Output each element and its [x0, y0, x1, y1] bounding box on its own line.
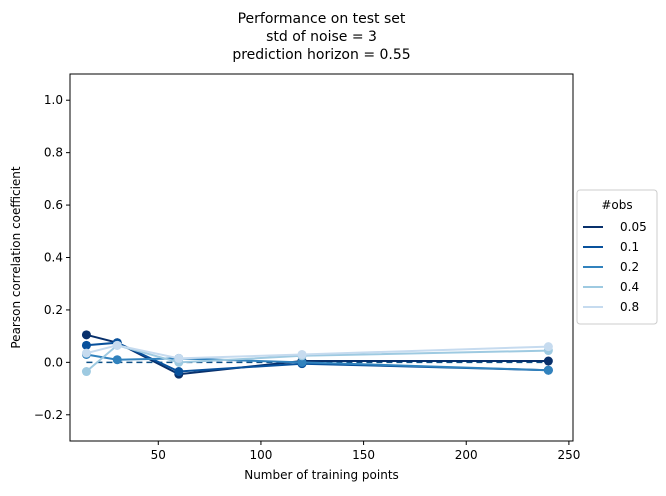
legend-label: 0.8: [620, 300, 639, 314]
data-point: [112, 340, 122, 350]
y-tick-label: 0.0: [44, 355, 63, 369]
series-group: [81, 330, 553, 379]
x-axis-ticks: 50 100 150 200 250: [151, 441, 580, 462]
y-tick-label: −0.2: [34, 408, 63, 422]
title-line: std of noise = 3: [266, 29, 377, 45]
legend-label: 0.05: [620, 220, 647, 234]
x-axis-label: Number of training points: [244, 468, 399, 482]
data-point: [81, 367, 91, 377]
y-tick-label: 0.6: [44, 198, 63, 212]
data-point: [81, 340, 91, 350]
x-tick-label: 150: [352, 448, 375, 462]
data-point: [297, 357, 307, 367]
data-point: [174, 367, 184, 377]
x-tick-label: 200: [455, 448, 478, 462]
plot-area: [70, 74, 573, 441]
legend-label: 0.2: [620, 260, 639, 274]
data-point: [112, 355, 122, 365]
data-point: [297, 349, 307, 359]
y-tick-label: 0.8: [44, 146, 63, 160]
title-line: Performance on test set: [238, 11, 406, 27]
data-point: [543, 356, 553, 366]
legend-box: [576, 189, 658, 325]
y-tick-label: 0.4: [44, 251, 63, 265]
y-axis-label: Pearson correlation coefficient: [9, 166, 23, 349]
y-tick-label: 0.2: [44, 303, 63, 317]
chart-title: Performance on test set std of noise = 3 p…: [232, 11, 410, 63]
legend: #obs 0.05 0.1 0.2 0.4 0.8: [576, 189, 658, 325]
data-point: [81, 330, 91, 340]
x-tick-label: 250: [557, 448, 580, 462]
data-point: [543, 342, 553, 352]
legend-title: #obs: [601, 198, 632, 212]
data-point: [174, 353, 184, 363]
legend-label: 0.4: [620, 280, 639, 294]
title-line: prediction horizon = 0.55: [232, 47, 410, 63]
series-0.8: [81, 340, 553, 363]
data-point: [81, 348, 91, 358]
y-tick-label: 1.0: [44, 93, 63, 107]
y-axis-ticks: −0.2 0.0 0.2 0.4 0.6 0.8 1.0: [34, 93, 70, 422]
data-point: [543, 365, 553, 375]
x-tick-label: 100: [249, 448, 272, 462]
x-tick-label: 50: [151, 448, 166, 462]
legend-label: 0.1: [620, 240, 639, 254]
